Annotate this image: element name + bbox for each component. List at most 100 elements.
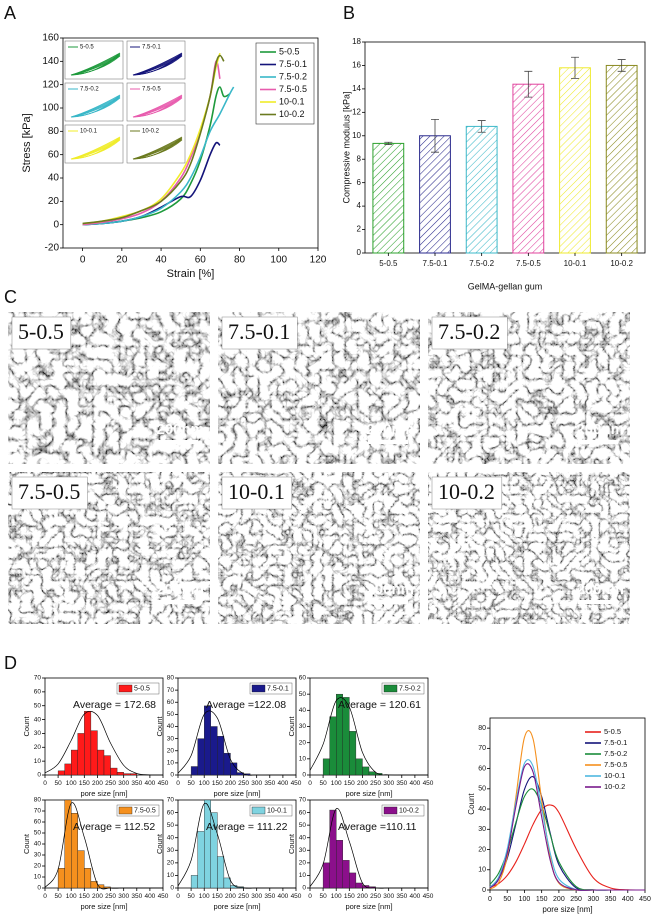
x-tick-label: 40 bbox=[156, 255, 168, 266]
y-tick-label: 70 bbox=[299, 797, 307, 804]
x-tick-label: 150 bbox=[344, 780, 355, 787]
x-tick-label: 200 bbox=[357, 893, 368, 900]
x-tick-label: 350 bbox=[264, 893, 275, 900]
x-tick-label: 450 bbox=[639, 896, 651, 903]
bar bbox=[512, 83, 545, 254]
y-axis-label: Compressive modulus [kPa] bbox=[341, 91, 351, 203]
histogram-bar bbox=[90, 730, 98, 776]
x-tick-label: 450 bbox=[291, 780, 302, 787]
inset-label: 10-0.1 bbox=[80, 129, 98, 135]
y-tick-label: 30 bbox=[299, 723, 307, 730]
x-tick-label: 250 bbox=[238, 893, 249, 900]
legend-label: 10-0.1 bbox=[267, 807, 287, 814]
legend-swatch bbox=[251, 684, 266, 693]
y-tick-label: 30 bbox=[299, 847, 307, 854]
x-tick-label: 350 bbox=[396, 780, 407, 787]
legend-swatch bbox=[383, 806, 398, 815]
legend-label: 7.5-0.5 bbox=[134, 807, 156, 814]
x-axis-label: pore size [nm] bbox=[542, 905, 592, 914]
x-tick-label: 0 bbox=[176, 893, 180, 900]
histogram-bar bbox=[103, 755, 111, 776]
x-tick-label: 120 bbox=[310, 255, 327, 266]
y-tick-label: 0 bbox=[302, 885, 306, 892]
x-tick-label: 10-0.2 bbox=[610, 259, 633, 268]
x-tick-label: 450 bbox=[158, 780, 169, 787]
x-tick-label: 150 bbox=[212, 780, 223, 787]
histogram-bar bbox=[349, 731, 357, 776]
x-tick-label: 300 bbox=[383, 893, 394, 900]
histogram-bar bbox=[123, 773, 131, 776]
sem-label-box bbox=[11, 476, 88, 510]
legend-frame bbox=[255, 42, 315, 125]
x-axis-label: pore size [nm] bbox=[345, 902, 392, 911]
x-tick-label: 200 bbox=[357, 780, 368, 787]
y-tick-label: 10 bbox=[34, 758, 42, 765]
histogram-bar bbox=[64, 763, 72, 776]
x-tick-label: 150 bbox=[79, 780, 90, 787]
x-tick-label: 5-0.5 bbox=[379, 259, 398, 268]
y-tick-label: 0 bbox=[37, 772, 41, 779]
legend-label: 7.5-0.2 bbox=[604, 749, 627, 758]
x-tick-label: 50 bbox=[503, 896, 511, 903]
legend-frame bbox=[249, 682, 293, 695]
fit-curve bbox=[44, 802, 163, 890]
y-tick-label: 10 bbox=[352, 131, 361, 140]
x-tick-label: 100 bbox=[199, 893, 210, 900]
y-tick-label: 40 bbox=[299, 707, 307, 714]
panel-label: B bbox=[343, 3, 355, 23]
y-tick-label: 0 bbox=[170, 772, 174, 779]
y-tick-label: 4 bbox=[357, 201, 362, 210]
fit-curve bbox=[177, 710, 296, 776]
y-tick-label: 80 bbox=[167, 675, 175, 682]
legend-label: 10-0.2 bbox=[279, 109, 305, 119]
x-tick-label: 7.5-0.1 bbox=[423, 259, 448, 268]
histogram-bar bbox=[210, 726, 218, 776]
histogram-bar bbox=[322, 758, 330, 776]
y-axis-label: Count bbox=[22, 716, 31, 737]
x-tick-label: 100 bbox=[199, 780, 210, 787]
histogram-bar bbox=[197, 831, 205, 889]
y-tick-label: 80 bbox=[48, 126, 60, 137]
x-tick-label: 200 bbox=[92, 780, 103, 787]
y-tick-label: 40 bbox=[167, 723, 175, 730]
inset-curve bbox=[70, 55, 121, 76]
x-tick-label: 7.5-0.2 bbox=[469, 259, 494, 268]
annotation: Average = 172.68 bbox=[73, 699, 156, 711]
x-tick-label: 250 bbox=[105, 780, 116, 787]
legend-label: 10-0.2 bbox=[604, 782, 625, 791]
data-line bbox=[489, 763, 645, 891]
y-tick-label: 20 bbox=[34, 863, 42, 870]
inset-curve bbox=[70, 97, 121, 118]
histogram-bar bbox=[336, 840, 343, 889]
legend-frame bbox=[381, 804, 425, 817]
sem-label: 10-0.1 bbox=[228, 479, 285, 504]
x-tick-label: 0 bbox=[488, 896, 492, 903]
fit-curve bbox=[309, 808, 428, 889]
plot-frame bbox=[62, 37, 319, 249]
scale-bar-label: 200nm bbox=[156, 421, 204, 438]
y-tick-label: 50 bbox=[34, 702, 42, 709]
x-tick-label: 400 bbox=[409, 780, 420, 787]
plot-frame bbox=[489, 717, 646, 891]
y-tick-label: 70 bbox=[34, 808, 42, 815]
sem-label: 10-0.2 bbox=[438, 479, 495, 504]
error-bar bbox=[477, 120, 486, 133]
scale-bar-label: 200nm bbox=[576, 421, 624, 438]
y-tick-label: 40 bbox=[167, 834, 175, 841]
histogram-bar bbox=[77, 850, 85, 889]
annotation: Average =110.11 bbox=[338, 821, 417, 833]
x-tick-label: 50 bbox=[319, 780, 327, 787]
y-axis-label: Count bbox=[467, 793, 476, 815]
inset-curve bbox=[70, 139, 121, 160]
y-tick-label: 60 bbox=[34, 689, 42, 696]
scale-bar-label: 200nm bbox=[156, 581, 204, 598]
x-tick-label: 150 bbox=[344, 893, 355, 900]
y-tick-label: 40 bbox=[299, 834, 307, 841]
sem-label-box bbox=[11, 316, 72, 350]
histogram-bar bbox=[204, 705, 211, 776]
x-tick-label: 20 bbox=[116, 255, 128, 266]
x-tick-label: 50 bbox=[187, 893, 195, 900]
x-tick-label: 400 bbox=[277, 780, 288, 787]
inset-label: 7.5-0.2 bbox=[80, 87, 99, 93]
x-axis-label: Strain [%] bbox=[167, 268, 215, 280]
